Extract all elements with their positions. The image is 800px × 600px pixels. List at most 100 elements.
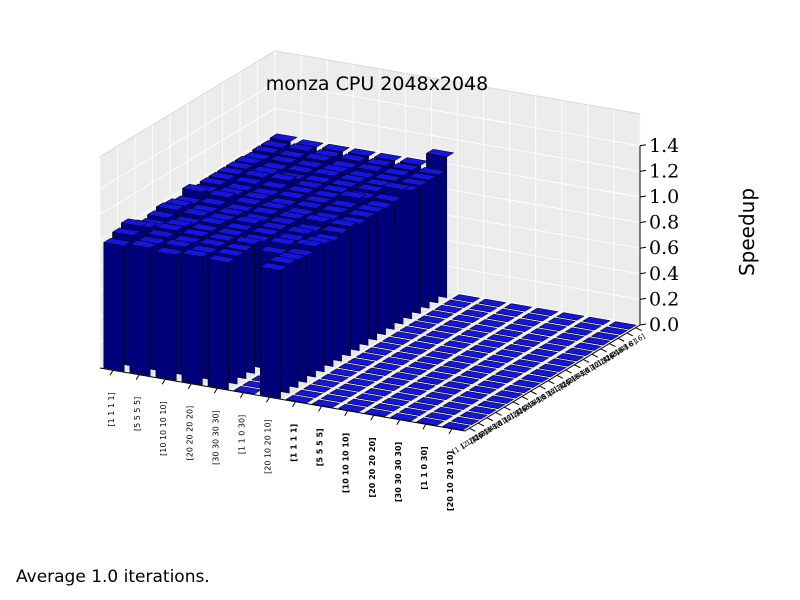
bar-top [468,406,497,415]
bar-0-0 [103,237,132,372]
bar-top [277,149,307,159]
bar-top [356,163,385,172]
bar-12-16 [555,332,585,341]
bar-top [311,379,341,388]
bar-12-7 [477,380,506,389]
bar-top [407,402,437,411]
bar-top [355,183,385,192]
bar-top [538,363,567,372]
bar-top [251,145,281,154]
bar-top [486,334,515,343]
bar-top [494,369,524,378]
bar-top [503,364,533,373]
bar-top [442,340,472,349]
bar-8-15 [442,320,472,329]
bar-7-7 [346,357,376,367]
bar-11-10 [477,360,507,369]
bar-top [355,393,384,402]
bar-12-0 [415,417,445,426]
bar-10-15 [495,329,524,338]
bar-7-2 [303,384,332,393]
bar-top [390,372,419,381]
bar-top [329,179,359,188]
bar-top [468,344,498,354]
bar-top [295,159,324,168]
z-tick-label: 0.0 [649,314,679,336]
bar-7-13 [399,326,428,335]
z-tick-label: 1.4 [649,135,679,157]
bar-top [372,403,402,412]
bar-top [416,356,446,365]
z-tick-mark [639,195,647,198]
x-tick-label: [20 20 20 20] [185,406,194,461]
bar-top [337,383,367,392]
y-axis-line [464,324,641,432]
bar-11-17 [538,322,568,332]
bar-top [390,351,420,360]
footer-note: Average 1.0 iterations. [16,567,210,587]
bar-top [346,378,376,387]
bar-13-8 [512,379,541,388]
x-tick-mark [370,414,375,421]
bar-top [390,331,420,340]
z-tick-mark [639,221,647,224]
bar-top [408,320,437,329]
bar-13-7 [503,384,532,394]
bar-7-10 [373,342,402,351]
bar-top [433,366,463,375]
bar-11-12 [494,349,524,358]
x-tick-label: [20 10 20 10] [264,419,273,474]
bar-top [225,161,255,170]
bar-top [364,347,393,356]
bar-12-19 [582,316,611,325]
x-tick-label: [1 1 0 30] [237,415,246,454]
x-tick-mark [135,374,140,381]
y-tick-mark [582,359,590,363]
bar-top [320,225,350,234]
bar-top [312,168,342,177]
bar-8-9 [390,351,420,360]
bar-top [303,214,333,223]
bar-top [538,343,568,352]
bar-top [329,368,358,377]
bar-11-0 [389,413,419,422]
bar-7-6 [338,363,367,372]
x-tick-label: [30 30 30 30] [394,442,403,502]
bar-front [207,258,229,390]
bar-top [450,416,480,425]
bar-top [355,352,385,361]
chart-title: monza CPU 2048x2048 [266,73,488,95]
bar-8-11 [407,341,437,350]
bar-top [382,167,411,177]
bar-11-13 [503,344,533,353]
z-axis-label: Speedup [735,188,759,276]
y-tick-mark [477,422,485,427]
bar-top [364,158,394,167]
bar-top [433,386,463,395]
bar-8-2 [329,388,358,398]
bar-top [207,233,237,242]
bar-top [260,201,289,210]
bar-top [111,227,141,236]
bar-top [321,143,351,152]
bar-top [555,332,585,341]
bar-11-18 [547,317,577,326]
z-tick-label: 0.2 [649,288,679,310]
bar-13-9 [520,374,550,383]
x-tick-mark [318,405,323,412]
bar-7-17 [434,304,463,314]
bar-top [269,173,298,182]
bar-top [303,384,332,393]
bar-10-16 [503,323,533,332]
bar-top [460,329,489,338]
bar-2-0 [155,246,184,381]
y-tick-mark [547,380,555,385]
bar-top [485,395,515,404]
bar-top [216,227,245,236]
bar-top [451,355,480,364]
bar-top [216,248,245,257]
x-tick-mark [344,410,349,417]
x-tick-mark [266,396,270,403]
bar-9-5 [381,377,411,386]
bar-top [425,149,455,158]
